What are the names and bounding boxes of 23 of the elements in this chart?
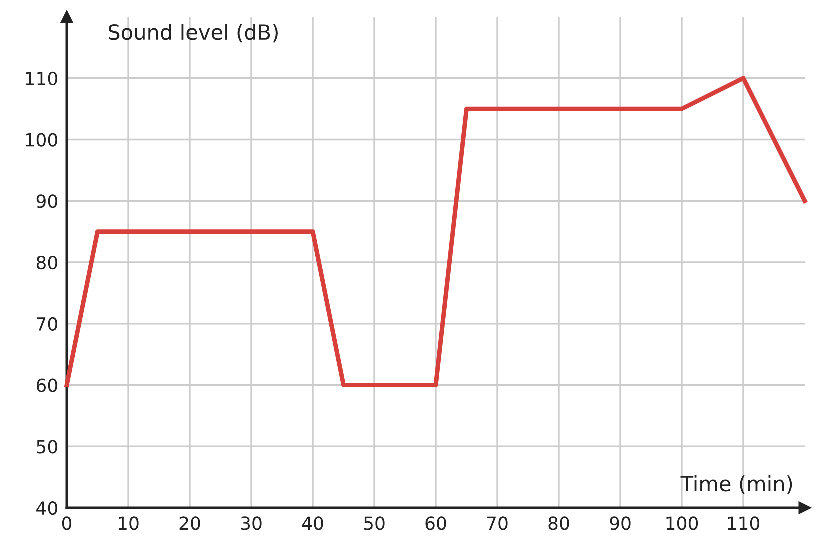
y-tick-label: 110 [26, 72, 58, 86]
x-tick-label: 100 [666, 516, 698, 530]
y-tick-label: 70 [37, 317, 58, 331]
x-tick-label: 110 [728, 516, 760, 530]
x-tick-label: 10 [118, 516, 139, 530]
y-tick-label: 50 [37, 440, 58, 454]
y-tick-label: 80 [36, 256, 58, 270]
x-tick-label: 60 [426, 516, 446, 530]
x-tick-label: 80 [548, 516, 570, 530]
x-tick-label: 70 [487, 516, 508, 530]
x-tick-label: 0 [62, 516, 72, 530]
x-tick-label: 30 [241, 516, 262, 530]
y-axis-title: Sound level (dB) [108, 24, 278, 43]
x-axis-title: Time (min) [680, 476, 792, 494]
y-tick-label: 90 [36, 194, 58, 208]
line-series [64, 76, 808, 388]
x-tick-label: 40 [302, 516, 324, 530]
y-tick-label: 60 [36, 378, 58, 392]
y-tick-label: 40 [36, 501, 58, 516]
y-tick-label: 100 [26, 133, 58, 147]
x-tick-label: 20 [180, 516, 200, 530]
x-tick-label: 90 [610, 516, 631, 530]
x-tick-label: 50 [364, 516, 385, 530]
